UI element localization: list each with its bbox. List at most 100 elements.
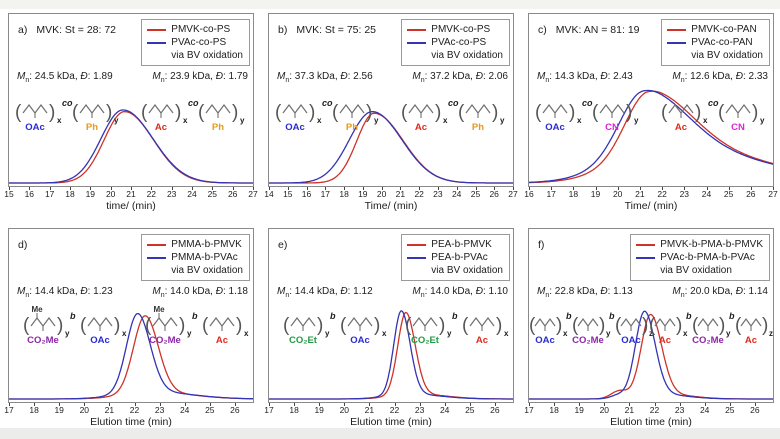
right-paren: )	[439, 315, 445, 336]
x-tick-label: 22	[657, 189, 667, 199]
legend-label: PEA-b-PMVK	[431, 239, 492, 250]
dispersity-value: : 1.18	[222, 286, 248, 297]
legend-entry: PMVK-co-PS	[147, 23, 243, 36]
x-tick-label: 22	[146, 189, 157, 199]
legend-box: PMVK-co-PS PVAc-co-PS via BV oxidation	[401, 19, 510, 66]
mn-subscript: n	[420, 77, 425, 84]
dispersity-symbol: Đ	[475, 286, 483, 297]
backbone-zigzag	[22, 104, 48, 114]
panel-c: () x OAc co() y CN() x Ac co() y CN c) MVK: AN = 81:…	[520, 0, 780, 219]
x-tick-mark	[362, 187, 364, 190]
mn-dispersity-annotation-right: Mn: 20.0 kDa, Đ: 1.14	[672, 286, 768, 299]
mn-subscript: n	[680, 77, 685, 84]
dispersity-value: : 2.43	[607, 71, 633, 82]
mn-symbol: M	[537, 286, 546, 297]
right-paren: )	[569, 102, 575, 123]
linker-label: b	[686, 311, 692, 321]
legend-label: PMVK-b-PMA-b-PMVK	[660, 239, 763, 250]
x-tick-mark	[34, 403, 36, 406]
red-line-swatch	[407, 243, 427, 246]
x-tick-label: 24	[439, 405, 450, 415]
x-tick-label: 20	[599, 405, 610, 415]
legend-label: PMVK-co-PS	[431, 24, 491, 35]
mn-value: : 37.2 kDa,	[424, 71, 476, 82]
panel-header-d: d) PMMA-b-PMVK PMMA-b-PVAc via BV oxidation	[18, 234, 250, 281]
panel-condition: d)	[18, 234, 36, 251]
x-tick-mark	[325, 187, 327, 190]
backbone-zigzag	[542, 104, 568, 114]
x-tick-label: 25	[725, 405, 735, 415]
left-paren: (	[340, 315, 347, 336]
substituent-label: Ph	[472, 122, 484, 133]
x-tick-mark	[554, 403, 556, 406]
left-paren: (	[458, 102, 465, 123]
repeat-subscript: x	[443, 116, 448, 125]
substituent-label: Ph	[86, 122, 98, 133]
panel-header-a: a) MVK: St = 28: 72 PMVK-co-PS PVAc-co-PS vi…	[18, 19, 250, 66]
backbone-zigzag	[282, 104, 308, 114]
legend-label: PEA-b-PVAc	[431, 252, 488, 263]
backbone-zigzag	[339, 104, 365, 114]
linker-label: co	[62, 98, 73, 108]
x-tick-mark	[494, 187, 496, 190]
x-tick-label: 22	[389, 405, 400, 415]
legend-label: PMMA-b-PMVK	[171, 239, 242, 250]
x-tick-label: 24	[187, 189, 197, 199]
repeat-subscript: x	[122, 329, 127, 338]
x-tick-label: 21	[395, 189, 406, 199]
panel-header-b: b) MVK: St = 75: 25 PMVK-co-PS PVAc-co-PS vi…	[278, 19, 510, 66]
x-tick-label: 19	[314, 405, 324, 415]
substituent-label: Ac	[415, 122, 427, 133]
mn-dispersity-annotation-left: Mn: 37.3 kDa, Đ: 2.56	[277, 71, 373, 84]
top-group-label: Me	[153, 305, 165, 314]
x-tick-mark	[706, 187, 708, 190]
legend-entry: PVAc-co-PS	[147, 36, 243, 49]
repeat-subscript: y	[634, 116, 639, 125]
legend-entry: PMVK-b-PMA-b-PMVK	[636, 238, 763, 251]
backbone-zigzag	[668, 104, 694, 114]
mn-value: : 37.3 kDa,	[289, 71, 341, 82]
red-line-swatch	[667, 28, 687, 31]
repeat-subscript: x	[683, 329, 688, 338]
x-tick-mark	[9, 403, 10, 406]
repeat-subscript: x	[57, 116, 62, 125]
repeat-subscript: y	[500, 116, 505, 125]
mn-symbol: M	[17, 71, 26, 82]
backbone-zigzag	[465, 104, 491, 114]
x-tick-mark	[604, 403, 606, 406]
left-paren: (	[141, 102, 148, 123]
linker-label: b	[729, 311, 735, 321]
dispersity-symbol: Đ	[600, 286, 608, 297]
backbone-zigzag	[152, 317, 178, 327]
mn-value: : 14.4 kDa,	[289, 286, 341, 297]
substituent-label: OAc	[25, 122, 45, 133]
mn-subscript: n	[545, 292, 550, 299]
x-tick-label: 26	[489, 189, 499, 199]
dispersity-value: : 1.89	[87, 71, 113, 82]
x-tick-label: 18	[29, 405, 39, 415]
panel-letter: a)	[18, 24, 28, 36]
repeat-subscript: y	[726, 329, 731, 338]
mn-symbol: M	[672, 71, 681, 82]
dispersity-value: : 1.79	[222, 71, 248, 82]
legend-entry: PVAc-co-PS	[407, 36, 503, 49]
dispersity-symbol: Đ	[340, 286, 348, 297]
mn-dispersity-annotation-left: Mn: 14.3 kDa, Đ: 2.43	[537, 71, 633, 84]
repeat-subscript: z	[649, 329, 653, 338]
legend-note: via BV oxidation	[691, 50, 763, 61]
left-paren: (	[80, 315, 87, 336]
dispersity-value: : 1.12	[347, 286, 373, 297]
right-paren: )	[626, 102, 632, 123]
x-axis-title: time/ (min)	[106, 200, 156, 212]
x-tick-mark	[617, 187, 619, 190]
x-tick-label: 23	[414, 405, 425, 415]
x-tick-mark	[494, 403, 496, 406]
x-tick-mark	[513, 187, 514, 190]
x-tick-label: 19	[358, 189, 368, 199]
mn-dispersity-annotation-right: Mn: 14.0 kDa, Đ: 1.18	[152, 286, 248, 299]
x-tick-label: 18	[289, 405, 299, 415]
x-tick-label: 23	[166, 189, 177, 199]
repeat-subscript: z	[769, 329, 773, 338]
backbone-zigzag	[620, 317, 642, 328]
